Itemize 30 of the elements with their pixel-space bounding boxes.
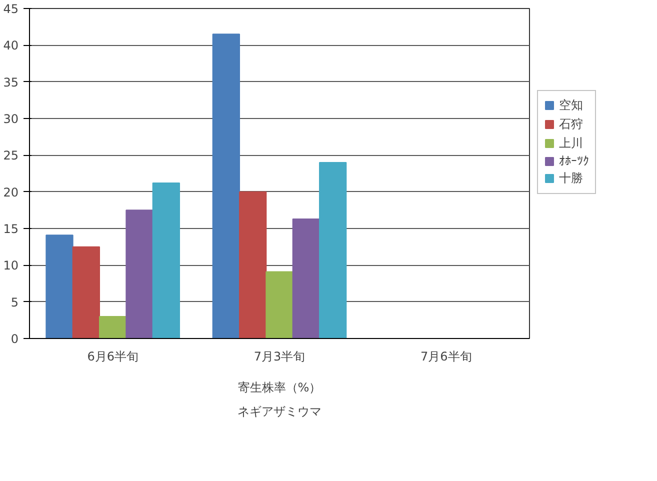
y-tick-label: 15 <box>3 222 19 236</box>
legend-label: 石狩 <box>559 116 583 132</box>
y-tick-label: 45 <box>3 2 19 16</box>
bar <box>152 182 180 338</box>
legend-label: 空知 <box>559 96 583 114</box>
bar <box>266 271 294 338</box>
y-tick-label: 10 <box>3 258 19 273</box>
bar <box>46 234 74 338</box>
legend-label: ｵﾎｰﾂｸ <box>559 154 589 168</box>
x-tick-label: 6月6半旬 <box>87 350 138 364</box>
x-tick-label: 7月6半旬 <box>420 350 472 364</box>
bar <box>72 246 100 338</box>
y-tick-label: 25 <box>3 148 19 163</box>
y-tick-label: 35 <box>3 75 19 90</box>
legend-label: 上川 <box>559 134 583 152</box>
text: ネギアザミウマ <box>238 404 322 418</box>
y-tick-label: 20 <box>3 185 19 200</box>
x-axis-title: 寄生株率（%） <box>238 380 322 394</box>
y-tick-label: 30 <box>3 112 19 126</box>
y-tick-label: 5 <box>10 295 19 310</box>
x-tick-label: 7月3半旬 <box>254 350 306 364</box>
y-tick-label: 40 <box>3 38 19 53</box>
bar <box>212 34 240 338</box>
bar <box>239 191 267 338</box>
y-tick-label: 0 <box>10 332 19 346</box>
bar <box>126 210 154 338</box>
bar <box>319 162 347 338</box>
bar <box>99 316 127 338</box>
legend-label: 十勝 <box>559 170 583 186</box>
bar <box>292 218 320 338</box>
